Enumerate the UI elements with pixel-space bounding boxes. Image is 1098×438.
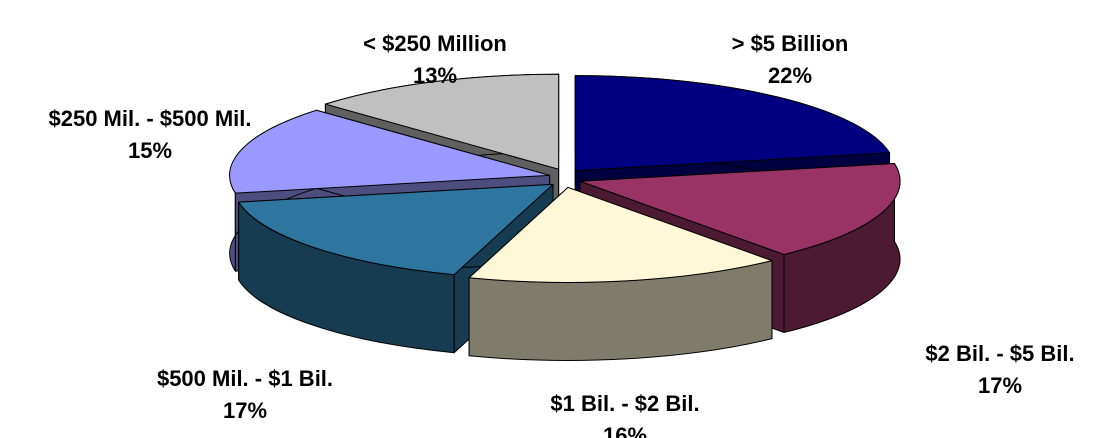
slice — [574, 75, 891, 172]
slice-label: $1 Bil. - $2 Bil. — [550, 391, 699, 416]
value-label: 17% — [978, 373, 1022, 398]
slice-label: $2 Bil. - $5 Bil. — [925, 341, 1074, 366]
slice — [229, 109, 551, 194]
value-label: 16% — [603, 423, 647, 438]
slice-label: $500 Mil. - $1 Bil. — [157, 366, 333, 391]
slice — [579, 162, 901, 255]
value-label: 13% — [413, 63, 457, 88]
slice — [468, 186, 773, 283]
slice-label: > $5 Billion — [732, 31, 849, 56]
slice-label: $250 Mil. - $500 Mil. — [49, 106, 252, 131]
slice-label: < $250 Million — [363, 31, 507, 56]
slice — [324, 73, 560, 170]
value-label: 22% — [768, 63, 812, 88]
slice — [238, 183, 554, 276]
value-label: 15% — [128, 138, 172, 163]
value-label: 17% — [223, 398, 267, 423]
